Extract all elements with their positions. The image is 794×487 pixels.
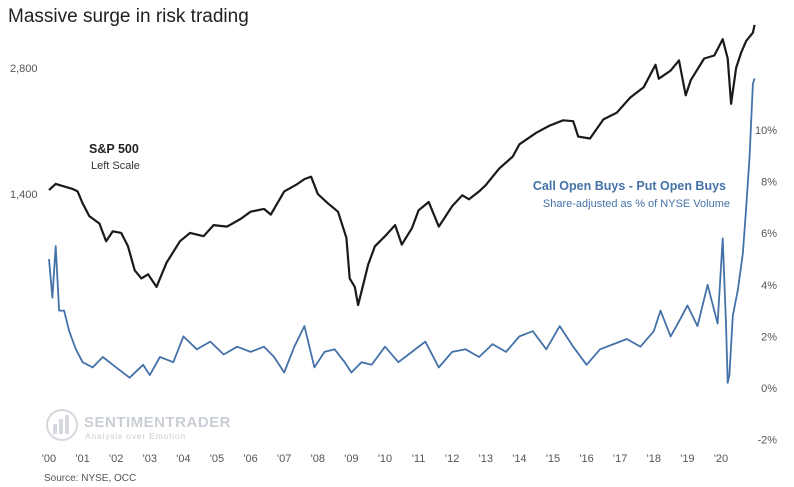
right-tick-label: 6% <box>761 228 777 240</box>
left-tick-label: 2,800 <box>10 63 38 75</box>
left-axis: 1,400 2,800 <box>10 63 38 201</box>
sp500-label: S&P 500 <box>89 142 139 156</box>
x-tick-label: '16 <box>579 453 593 465</box>
watermark-logo: SENTIMENTRADER Analysis over Emotion <box>46 409 231 441</box>
watermark-tagline: Analysis over Emotion <box>85 431 186 441</box>
x-tick-label: '14 <box>512 453 526 465</box>
ratio-sublabel: Share-adjusted as % of NYSE Volume <box>543 198 730 210</box>
source-note: Source: NYSE, OCC <box>44 473 136 484</box>
watermark-text: SENTIMENTRADER <box>84 414 231 431</box>
right-tick-label: 8% <box>761 177 777 189</box>
x-tick-label: '06 <box>243 453 257 465</box>
x-tick-label: '12 <box>445 453 459 465</box>
x-tick-label: '18 <box>647 453 661 465</box>
x-tick-label: '11 <box>412 453 426 465</box>
series-line-ratio <box>48 78 756 384</box>
x-tick-label: '19 <box>680 453 694 465</box>
sp500-sublabel: Left Scale <box>91 160 140 172</box>
right-tick-label: 2% <box>761 331 777 343</box>
right-axis: -2% 0% 2% 4% 6% 8% 10% <box>755 125 777 447</box>
x-tick-label: '15 <box>546 453 560 465</box>
ratio-label: Call Open Buys - Put Open Buys <box>533 179 726 193</box>
x-tick-label: '13 <box>479 453 493 465</box>
series-line-sp500 <box>48 24 756 307</box>
x-tick-label: '02 <box>109 453 123 465</box>
x-tick-label: '03 <box>143 453 157 465</box>
x-axis: '00 '01 '02 '03 '04 '05 '06 '07 '08 '09 '10 '11 '12 '… <box>42 453 728 465</box>
x-tick-label: '08 <box>311 453 325 465</box>
right-tick-label: 4% <box>761 280 777 292</box>
right-tick-label: 10% <box>755 125 777 137</box>
right-tick-label: 0% <box>761 383 777 395</box>
x-tick-label: '10 <box>378 453 392 465</box>
left-tick-label: 1,400 <box>10 189 38 201</box>
x-tick-label: '09 <box>344 453 358 465</box>
x-tick-label: '20 <box>714 453 728 465</box>
x-tick-label: '00 <box>42 453 56 465</box>
x-tick-label: '17 <box>613 453 627 465</box>
chart-title: Massive surge in risk trading <box>8 6 249 27</box>
x-tick-label: '07 <box>277 453 291 465</box>
right-tick-label: -2% <box>757 435 777 447</box>
chart-bars-icon <box>46 409 78 441</box>
x-tick-label: '01 <box>75 453 89 465</box>
x-tick-label: '05 <box>210 453 224 465</box>
x-tick-label: '04 <box>176 453 190 465</box>
